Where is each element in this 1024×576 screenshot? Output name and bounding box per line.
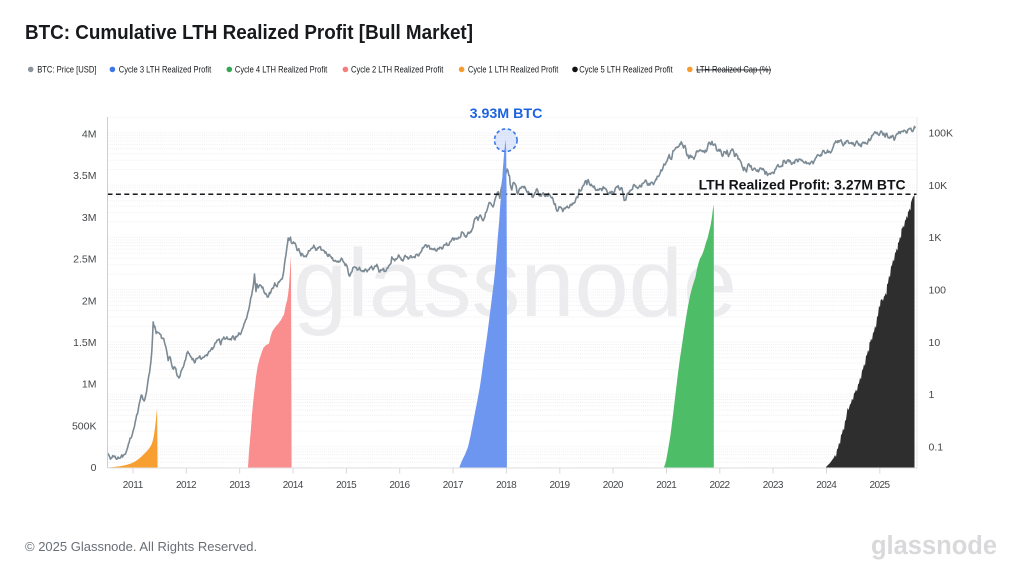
svg-text:10: 10 <box>929 337 941 349</box>
svg-text:glassnode: glassnode <box>871 532 997 560</box>
svg-text:2021: 2021 <box>656 480 677 491</box>
svg-text:2022: 2022 <box>710 480 731 491</box>
svg-text:2014: 2014 <box>283 480 304 491</box>
svg-text:Cycle 5 LTH Realized Profit: Cycle 5 LTH Realized Profit <box>579 65 673 75</box>
svg-text:4M: 4M <box>82 128 97 140</box>
svg-text:2015: 2015 <box>336 480 357 491</box>
svg-text:2019: 2019 <box>550 480 571 491</box>
svg-text:2025: 2025 <box>870 480 891 491</box>
svg-text:2M: 2M <box>82 295 97 307</box>
svg-text:1M: 1M <box>82 379 97 391</box>
svg-text:LTH Realized Cap (%): LTH Realized Cap (%) <box>696 65 771 75</box>
svg-text:© 2025 Glassnode. All Rights R: © 2025 Glassnode. All Rights Reserved. <box>25 539 257 554</box>
svg-text:3M: 3M <box>82 212 97 224</box>
svg-text:2023: 2023 <box>763 480 784 491</box>
svg-text:BTC: Price [USD]: BTC: Price [USD] <box>37 65 96 75</box>
svg-text:2013: 2013 <box>229 480 250 491</box>
svg-text:Cycle 4 LTH Realized Profit: Cycle 4 LTH Realized Profit <box>235 65 328 75</box>
svg-text:100: 100 <box>929 285 947 297</box>
svg-text:BTC: Cumulative LTH Realized P: BTC: Cumulative LTH Realized Profit [Bul… <box>25 22 473 44</box>
svg-text:3.5M: 3.5M <box>73 170 96 182</box>
svg-text:0.1: 0.1 <box>929 441 944 453</box>
svg-text:Cycle 2 LTH Realized Profit: Cycle 2 LTH Realized Profit <box>351 65 444 75</box>
svg-text:Cycle 1 LTH Realized Profit: Cycle 1 LTH Realized Profit <box>468 65 559 75</box>
svg-text:2024: 2024 <box>816 480 837 491</box>
svg-text:glassnode: glassnode <box>293 230 737 337</box>
svg-text:1K: 1K <box>929 232 942 244</box>
svg-text:1.5M: 1.5M <box>73 337 96 349</box>
svg-text:2.5M: 2.5M <box>73 254 96 266</box>
svg-text:100K: 100K <box>929 128 954 140</box>
svg-text:1: 1 <box>929 389 935 401</box>
svg-text:3.93M BTC: 3.93M BTC <box>470 106 543 122</box>
svg-text:2011: 2011 <box>123 480 144 491</box>
svg-text:2016: 2016 <box>389 480 410 491</box>
svg-text:Cycle 3 LTH Realized Profit: Cycle 3 LTH Realized Profit <box>119 65 212 75</box>
svg-text:2012: 2012 <box>176 480 197 491</box>
svg-text:10K: 10K <box>929 180 948 192</box>
svg-text:2017: 2017 <box>443 480 464 491</box>
svg-text:LTH Realized Profit: 3.27M BTC: LTH Realized Profit: 3.27M BTC <box>699 177 906 193</box>
svg-text:2020: 2020 <box>603 480 624 491</box>
svg-text:0: 0 <box>91 462 97 474</box>
svg-text:500K: 500K <box>72 421 97 433</box>
svg-text:2018: 2018 <box>496 480 517 491</box>
